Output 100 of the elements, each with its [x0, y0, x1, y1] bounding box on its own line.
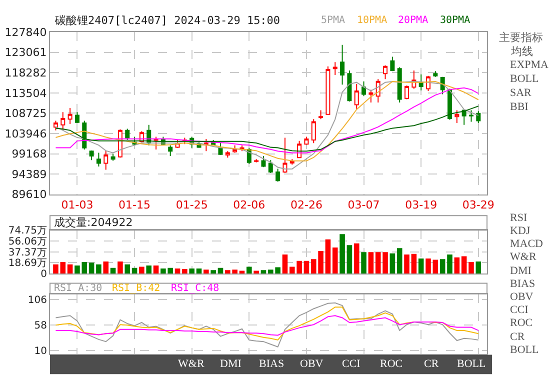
text: MACD	[510, 238, 544, 250]
text: ROC	[380, 358, 403, 370]
candlestick	[110, 153, 116, 162]
text: DMI	[510, 265, 532, 277]
bar	[118, 261, 123, 274]
candlestick	[340, 44, 345, 86]
bar	[461, 256, 467, 274]
bar	[88, 262, 94, 274]
x-tick-label: 03-19	[405, 198, 438, 212]
candlestick	[476, 110, 481, 124]
y-tick-label: 37.37万	[8, 247, 47, 258]
candlestick	[53, 120, 58, 131]
text: RSI	[510, 212, 528, 224]
text: OBV	[510, 291, 534, 303]
candlestick	[268, 160, 273, 174]
text: 30PMA	[440, 15, 470, 26]
bar	[254, 270, 259, 274]
candlestick	[68, 107, 72, 124]
bar	[396, 248, 402, 274]
candlestick	[390, 56, 395, 72]
bar	[246, 266, 252, 274]
bar	[411, 254, 417, 274]
candlestick	[304, 136, 309, 146]
text: DMI	[220, 358, 242, 370]
text: 5PMA	[321, 15, 346, 26]
text: 均线	[510, 45, 533, 58]
candlestick	[261, 155, 266, 168]
y-tick-label: 94389	[12, 168, 47, 181]
bar	[153, 266, 159, 274]
candlestick	[96, 152, 101, 168]
chart-title: 成交量:204922	[54, 216, 133, 229]
candlestick	[332, 62, 338, 76]
text: BIAS	[510, 278, 536, 290]
bar	[332, 248, 338, 274]
bar	[390, 253, 396, 274]
x-tick-label: 03-07	[348, 198, 380, 212]
text: CCI	[342, 358, 361, 370]
bar	[139, 266, 144, 274]
text: 20PMA	[398, 15, 428, 26]
text: CR	[510, 331, 526, 343]
bar	[468, 262, 474, 274]
bar	[174, 268, 180, 274]
bar	[368, 252, 374, 274]
bar	[196, 268, 202, 274]
text: RSI_A:30	[54, 283, 102, 294]
y-tick-label: 106	[28, 295, 47, 306]
y-tick-label: 10	[34, 346, 47, 358]
bar	[440, 259, 446, 274]
candlestick	[104, 150, 108, 170]
y-tick-label: 113504	[4, 86, 47, 100]
y-tick-label: 56.06万	[8, 236, 47, 248]
text: CR	[424, 358, 440, 370]
text: BOLL	[457, 358, 486, 370]
line-series	[55, 315, 479, 336]
bar	[361, 252, 366, 274]
text: 10PMA	[357, 15, 388, 26]
bar	[110, 268, 116, 274]
text: SAR	[510, 87, 532, 99]
candlestick	[447, 89, 452, 120]
candlestick	[354, 83, 359, 110]
x-tick-label: 02-06	[233, 198, 266, 212]
bar	[210, 270, 216, 274]
candlestick	[311, 118, 316, 144]
line-series	[55, 106, 479, 152]
text: BBI	[510, 101, 529, 113]
bar	[218, 268, 224, 274]
candlestick	[282, 137, 288, 174]
candlestick	[383, 64, 388, 80]
bar	[204, 270, 209, 274]
y-tick-label: 127840	[4, 26, 47, 39]
chart-title: 碳酸锂2407[lc2407] 2024-03-29 15:00	[54, 14, 280, 27]
candlestick	[225, 150, 230, 158]
y-tick-label: 103946	[4, 127, 47, 140]
bar	[432, 260, 438, 274]
candlestick	[433, 70, 438, 78]
text: BOLL	[510, 73, 539, 85]
candlestick	[74, 112, 80, 124]
y-tick-label: 89610	[12, 188, 47, 202]
candlestick	[418, 74, 424, 91]
y-tick-label: 108725	[4, 107, 47, 120]
x-tick-label: 01-25	[176, 198, 208, 212]
bar	[146, 266, 152, 274]
candlestick	[89, 150, 94, 161]
candlestick	[397, 66, 402, 104]
candlestick	[318, 110, 324, 120]
bar	[476, 261, 482, 274]
bar	[447, 254, 452, 274]
y-tick-label: 99168	[12, 148, 47, 161]
text: BIAS	[259, 358, 284, 370]
y-tick-label: 0	[40, 269, 47, 280]
bar	[96, 264, 102, 274]
y-tick-label: 18.69万	[8, 258, 47, 270]
x-tick-label: 02-26	[290, 198, 322, 212]
candlestick	[454, 110, 460, 124]
y-tick-label: 123061	[4, 46, 47, 60]
text: ROC	[510, 317, 533, 329]
x-tick-label: 01-03	[61, 198, 94, 212]
bar	[189, 268, 194, 274]
bar	[282, 254, 288, 274]
candlestick	[368, 89, 374, 104]
